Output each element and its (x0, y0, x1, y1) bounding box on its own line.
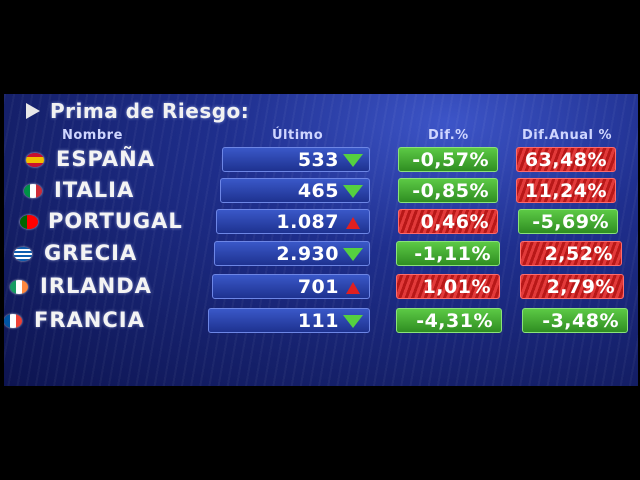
play-icon (26, 103, 40, 119)
dif-annual-value: 11,24% (516, 178, 616, 203)
header-dif: Dif.% (428, 128, 469, 143)
country-name: ESPAÑA (56, 147, 156, 171)
last-value: 465 (220, 178, 370, 203)
trend-up-icon (346, 282, 360, 294)
table-row: GRECIA 2.930 -1,11% 2,52% (4, 239, 638, 269)
header-dif-annual: Dif.Anual % (522, 128, 612, 143)
italy-flag-icon (24, 184, 42, 198)
last-value: 2.930 (214, 241, 370, 266)
header-last: Último (272, 128, 324, 143)
table-row: ESPAÑA 533 -0,57% 63,48% (4, 145, 638, 175)
last-value: 533 (222, 147, 370, 172)
last-value-text: 1.087 (276, 210, 339, 233)
dif-annual-value: 2,79% (520, 274, 624, 299)
last-value: 111 (208, 308, 370, 333)
table-row: IRLANDA 701 1,01% 2,79% (4, 272, 638, 302)
board-title-text: Prima de Riesgo: (50, 99, 250, 123)
dif-value: -0,85% (398, 178, 498, 203)
risk-premium-board: Prima de Riesgo: Nombre Último Dif.% Dif… (4, 94, 638, 386)
country-name: FRANCIA (34, 308, 145, 332)
trend-down-icon (343, 185, 363, 198)
board-title: Prima de Riesgo: (26, 98, 249, 124)
dif-annual-value: -5,69% (518, 209, 618, 234)
trend-up-icon (346, 217, 360, 229)
last-value: 1.087 (216, 209, 370, 234)
ireland-flag-icon (10, 280, 28, 294)
france-flag-icon (4, 314, 22, 328)
dif-annual-value: 2,52% (520, 241, 622, 266)
country-name: GRECIA (44, 241, 138, 265)
spain-flag-icon (26, 153, 44, 167)
last-value: 701 (212, 274, 370, 299)
dif-value: -1,11% (396, 241, 500, 266)
last-value-text: 111 (297, 309, 339, 332)
dif-annual-value: -3,48% (522, 308, 628, 333)
last-value-text: 533 (297, 148, 339, 171)
last-value-text: 701 (297, 275, 339, 298)
table-row: FRANCIA 111 -4,31% -3,48% (4, 306, 638, 336)
dif-value: 0,46% (398, 209, 498, 234)
table-row: PORTUGAL 1.087 0,46% -5,69% (4, 207, 638, 237)
dif-annual-value: 63,48% (516, 147, 616, 172)
table-row: ITALIA 465 -0,85% 11,24% (4, 176, 638, 206)
trend-down-icon (343, 315, 363, 328)
portugal-flag-icon (20, 215, 38, 229)
country-name: PORTUGAL (48, 209, 183, 233)
dif-value: -4,31% (396, 308, 502, 333)
header-name: Nombre (62, 128, 123, 143)
last-value-text: 2.930 (276, 242, 339, 265)
last-value-text: 465 (297, 179, 339, 202)
trend-down-icon (343, 154, 363, 167)
dif-value: -0,57% (398, 147, 498, 172)
country-name: ITALIA (54, 178, 135, 202)
greece-flag-icon (14, 247, 32, 261)
trend-down-icon (343, 248, 363, 261)
country-name: IRLANDA (40, 274, 152, 298)
dif-value: 1,01% (396, 274, 500, 299)
